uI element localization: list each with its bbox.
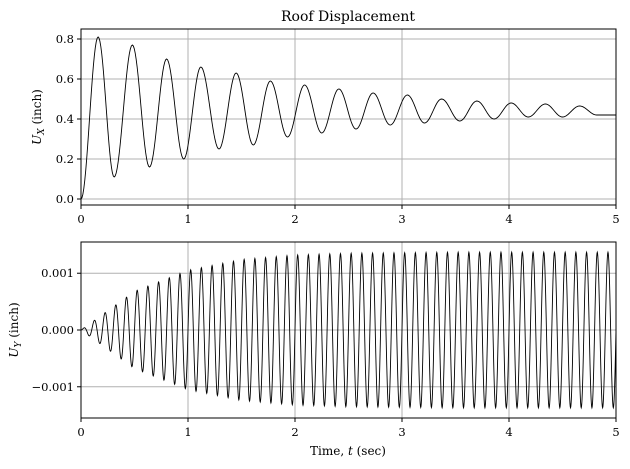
ux-y-axis-label: UX (inch)	[30, 89, 47, 145]
uy-x-tick-label: 5	[612, 425, 619, 439]
ux-y-tick-label: 0.4	[56, 112, 74, 126]
ux-y-tick-label: 0.0	[56, 192, 74, 206]
ux-x-tick-label: 4	[505, 212, 512, 226]
ux-y-tick-label: 0.6	[56, 72, 74, 86]
uy-y-ticks: −0.001 0.000 0.001	[31, 266, 81, 394]
ux-x-tick-label: 5	[612, 212, 619, 226]
ux-x-tick-label: 1	[184, 212, 191, 226]
uy-x-tick-label: 0	[77, 425, 84, 439]
uy-x-tick-label: 4	[505, 425, 512, 439]
ux-plot-frame	[80, 28, 617, 206]
uy-x-tick-label: 3	[398, 425, 405, 439]
ux-x-tick-label: 3	[398, 212, 405, 226]
uy-y-tick-label: 0.000	[41, 323, 74, 337]
ux-y-tick-label: 0.8	[56, 32, 74, 46]
ux-panel: Roof Displacement 0 1 2 3 4 5 0.0 0.2 0.4 0.6 0.8…	[30, 9, 620, 226]
ux-x-tick-label: 0	[77, 212, 84, 226]
uy-x-axis-label: Time, t (sec)	[310, 444, 386, 458]
uy-y-tick-label: 0.001	[41, 266, 74, 280]
uy-panel: 0 1 2 3 4 5 −0.001 0.000 0.001 UY (inch) Time, …	[7, 241, 620, 458]
uy-x-tick-label: 2	[291, 425, 298, 439]
uy-y-tick-label: −0.001	[31, 380, 74, 394]
ux-x-tick-label: 2	[291, 212, 298, 226]
uy-x-ticks: 0 1 2 3 4 5	[77, 418, 620, 439]
ux-x-ticks: 0 1 2 3 4 5	[77, 205, 620, 226]
ux-y-ticks: 0.0 0.2 0.4 0.6 0.8	[56, 32, 81, 206]
uy-x-tick-label: 1	[184, 425, 191, 439]
ux-series-line	[80, 36, 616, 200]
uy-series-line	[80, 250, 617, 410]
ux-grid	[81, 29, 616, 205]
ux-y-tick-label: 0.2	[56, 152, 74, 166]
chart-title: Roof Displacement	[281, 9, 415, 25]
uy-y-axis-label: UY (inch)	[7, 302, 24, 357]
